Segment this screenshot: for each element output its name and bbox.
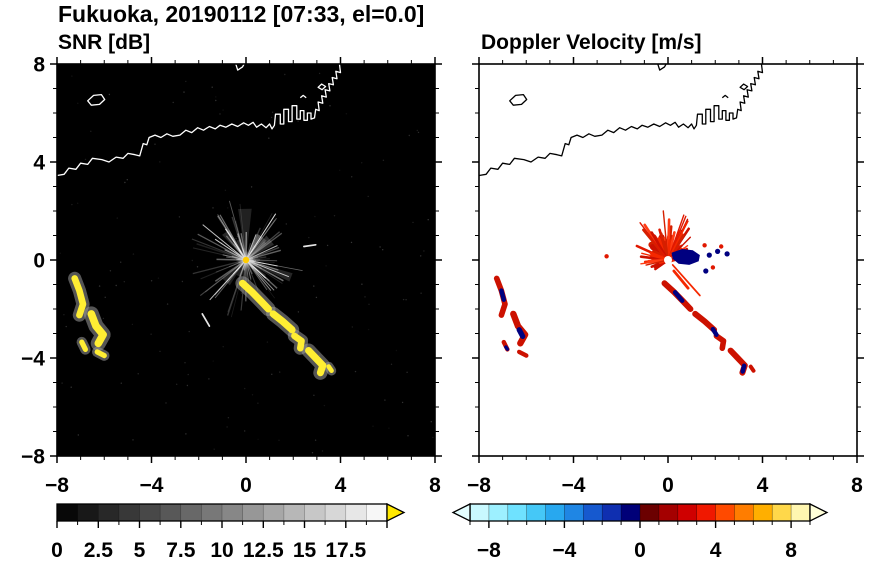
axes-frame — [50, 57, 442, 463]
svg-text:10: 10 — [210, 539, 233, 562]
doppler-colorbar-bar: −8 −4 0 4 8 — [451, 502, 829, 562]
svg-text:−8: −8 — [467, 474, 491, 497]
inbound-blob — [671, 249, 700, 265]
svg-text:0: 0 — [51, 539, 63, 562]
axes-frame — [472, 57, 864, 463]
svg-text:4: 4 — [335, 474, 347, 497]
coastline — [479, 64, 764, 177]
svg-text:15: 15 — [293, 539, 317, 562]
radar-site-hole — [664, 256, 672, 264]
doppler-plot: −8 −4 0 4 8 — [467, 57, 864, 497]
coastline — [57, 64, 342, 177]
svg-text:5: 5 — [134, 539, 146, 562]
snr-plot: −8−8 −4 −4 0 0 4 4 8 8 — [21, 54, 442, 498]
doppler-field — [479, 64, 764, 376]
svg-text:0: 0 — [634, 539, 646, 562]
radar-site-dot — [242, 256, 250, 264]
svg-text:4: 4 — [757, 474, 769, 497]
svg-text:−4: −4 — [562, 474, 586, 497]
svg-text:8: 8 — [851, 474, 863, 497]
snr-panel-title: SNR [dB] — [58, 31, 151, 54]
svg-text:7.5: 7.5 — [166, 539, 196, 562]
svg-text:−8: −8 — [45, 474, 69, 497]
doppler-under-range-arrow — [451, 502, 471, 523]
tick-labels: −8 −4 0 4 8 — [467, 474, 863, 497]
svg-text:8: 8 — [33, 54, 45, 77]
svg-text:0: 0 — [33, 250, 45, 273]
svg-text:2.5: 2.5 — [84, 539, 114, 562]
snr-colorbar-bar: 0 2.5 5 7.5 10 12.5 15 17.5 — [51, 502, 406, 562]
svg-text:0: 0 — [240, 474, 252, 497]
svg-text:8: 8 — [785, 539, 797, 562]
svg-text:17.5: 17.5 — [325, 539, 366, 562]
svg-text:0: 0 — [662, 474, 674, 497]
snr-field — [57, 64, 434, 454]
svg-text:8: 8 — [429, 474, 441, 497]
svg-text:−4: −4 — [140, 474, 164, 497]
svg-text:−8: −8 — [21, 446, 45, 469]
doppler-over-range-arrow — [809, 502, 829, 523]
noise-speckle — [59, 72, 434, 454]
snr-over-range-arrow — [386, 502, 406, 523]
svg-text:−4: −4 — [552, 539, 576, 562]
svg-text:4: 4 — [710, 539, 722, 562]
tick-labels: −8−8 −4 −4 0 0 4 4 8 8 — [21, 54, 441, 498]
svg-text:−4: −4 — [21, 348, 45, 371]
doppler-panel-title: Doppler Velocity [m/s] — [481, 31, 702, 54]
svg-text:4: 4 — [33, 152, 45, 175]
snr-colorbar: 0 2.5 5 7.5 10 12.5 15 17.5 — [51, 502, 406, 562]
svg-text:−8: −8 — [477, 539, 501, 562]
svg-text:12.5: 12.5 — [243, 539, 284, 562]
figure-title: Fukuoka, 20190112 [07:33, el=0.0] — [58, 1, 425, 27]
doppler-colorbar: −8 −4 0 4 8 — [451, 502, 829, 562]
